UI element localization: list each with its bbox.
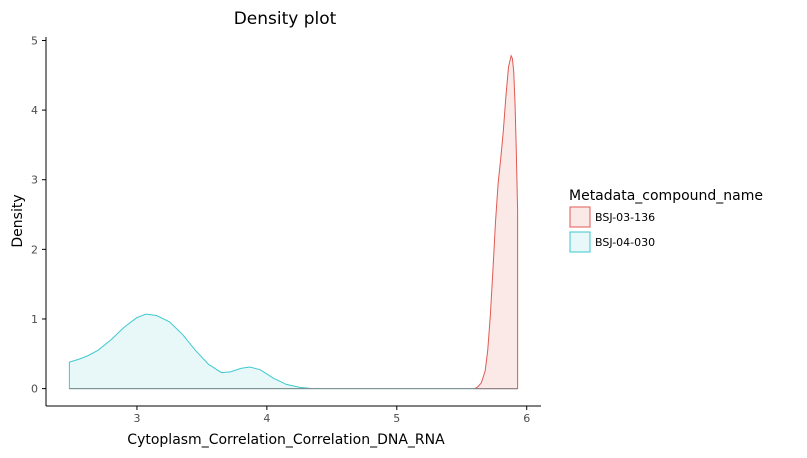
y-tick-label: 5 [31, 34, 38, 47]
y-tick-label: 1 [31, 313, 38, 326]
x-axis-title: Cytoplasm_Correlation_Correlation_DNA_RN… [127, 432, 445, 448]
chart-title: Density plot [234, 9, 337, 29]
density-area-bsj-04-030 [68, 313, 518, 390]
legend: Metadata_compound_name BSJ-03-136 BSJ-04-… [569, 188, 763, 253]
x-tick-label: 4 [263, 412, 270, 425]
y-axis-ticks: 0 1 2 3 4 5 [31, 34, 46, 396]
density-areas [68, 54, 519, 390]
y-tick-label: 3 [31, 174, 38, 187]
density-area-bsj-03-136 [474, 54, 519, 390]
x-tick-label: 6 [523, 412, 530, 425]
y-tick-label: 0 [31, 383, 38, 396]
y-axis-title: Density [10, 194, 26, 247]
legend-key-bsj-04-030 [569, 231, 591, 253]
x-tick-label: 5 [393, 412, 400, 425]
legend-title: Metadata_compound_name [569, 188, 763, 204]
y-tick-label: 2 [31, 243, 38, 256]
legend-key-bsj-03-136 [569, 206, 591, 228]
x-tick-label: 3 [133, 412, 140, 425]
x-axis-ticks: 3 4 5 6 [133, 406, 530, 425]
legend-label: BSJ-04-030 [595, 236, 655, 249]
y-tick-label: 4 [31, 104, 38, 117]
legend-label: BSJ-03-136 [595, 211, 655, 224]
